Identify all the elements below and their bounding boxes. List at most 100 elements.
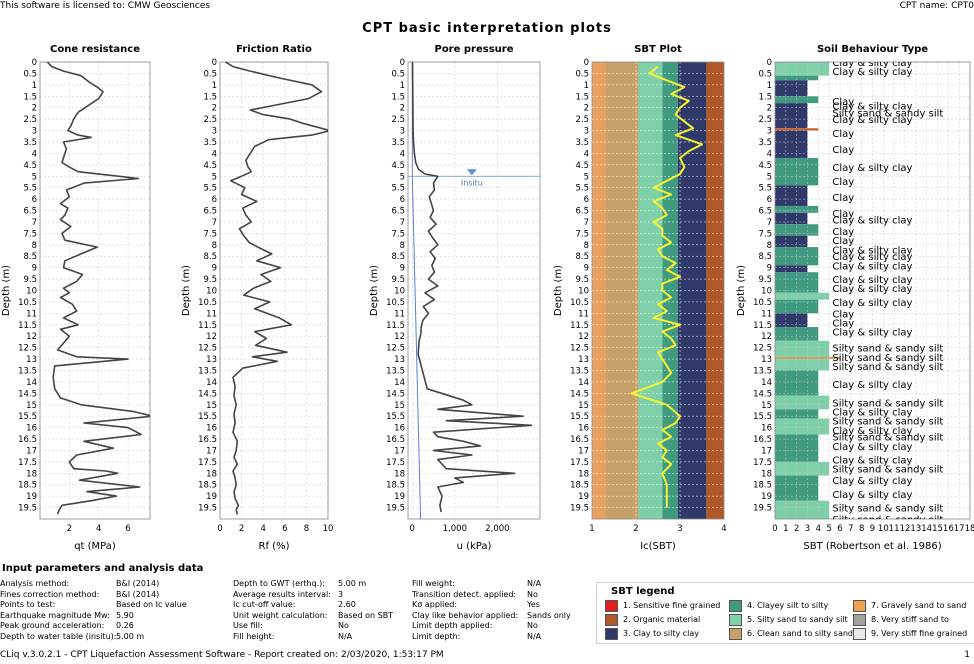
sbt-band [775, 62, 830, 76]
sbt-band [775, 265, 808, 273]
depth-tick-label: 0.5 [758, 69, 772, 79]
x-tick-label: 16 [943, 524, 954, 534]
depth-tick-label: 8 [212, 241, 217, 251]
legend-swatch [605, 600, 618, 612]
depth-tick-label: 1.5 [575, 92, 589, 102]
depth-tick-label: 11 [206, 309, 217, 319]
sbt-label: Clay & silty clay [832, 216, 912, 227]
x-tick-label: 2 [633, 524, 638, 534]
depth-tick-label: 5 [767, 172, 772, 182]
depth-tick-label: 17.5 [18, 458, 37, 468]
sbt-label: Clay & silty clay [832, 58, 912, 69]
param-value: 5.00 m [116, 631, 145, 641]
plot-frame [407, 61, 541, 520]
depth-tick-label: 10.5 [753, 298, 772, 308]
sbt-label: Clay [832, 236, 854, 247]
sbt-band [775, 500, 830, 519]
legend-swatch [729, 614, 742, 626]
sbt-label: Clay & silty clay [832, 380, 912, 391]
chart-4: 00.511.522.533.544.555.566.577.588.599.5… [736, 44, 974, 552]
depth-tick-label: 9 [32, 264, 37, 274]
depth-tick-label: 13 [578, 355, 589, 365]
depth-tick-label: 2.5 [203, 115, 217, 125]
x-axis-label: Rf (%) [259, 541, 290, 552]
chart-title: Friction Ratio [236, 44, 312, 55]
sbt-band [775, 409, 819, 419]
depth-tick-label: 12 [761, 332, 772, 342]
x-tick-label: 10 [323, 524, 334, 534]
x-tick-label: 15 [932, 524, 943, 534]
x-tick-label: 8 [859, 524, 864, 534]
depth-tick-label: 12.5 [753, 344, 772, 354]
depth-tick-label: 16.5 [18, 435, 37, 445]
y-axis-label: Depth (m) [553, 265, 564, 316]
sbt-band [775, 157, 819, 174]
x-tick-label: 10 [878, 524, 889, 534]
depth-tick-label: 8.5 [203, 252, 217, 262]
depth-tick-label: 19 [26, 492, 37, 502]
depth-tick-label: 7.5 [758, 229, 772, 239]
depth-tick-label: 4.5 [575, 161, 589, 171]
depth-tick-label: 19.5 [198, 504, 217, 514]
sbt-label: Clay [832, 193, 854, 204]
depth-tick-label: 11 [26, 309, 37, 319]
depth-tick-label: 15 [761, 401, 772, 411]
depth-tick-label: 19.5 [18, 504, 37, 514]
depth-tick-label: 19 [578, 492, 589, 502]
depth-tick-label: 19 [394, 492, 405, 502]
depth-tick-label: 4.5 [391, 161, 405, 171]
depth-tick-label: 7 [584, 218, 589, 228]
sbt-band [775, 313, 808, 328]
x-tick-label: 3 [677, 524, 682, 534]
chart-3: 00.511.522.533.544.555.566.577.588.599.5… [553, 44, 727, 552]
depth-tick-label: 14.5 [386, 389, 405, 399]
sbt-band [775, 356, 840, 360]
sbt-zone [592, 62, 606, 519]
depth-tick-label: 7.5 [575, 229, 589, 239]
depth-tick-label: 0 [584, 58, 589, 68]
sbt-band [775, 418, 830, 435]
depth-tick-label: 6 [212, 195, 217, 205]
depth-tick-label: 9 [212, 264, 217, 274]
depth-tick-label: 18.5 [18, 481, 37, 491]
sbt-label: Clay & silty clay [832, 328, 912, 339]
sbt-band [775, 224, 819, 236]
depth-tick-label: 7.5 [203, 229, 217, 239]
param-value: No [338, 621, 349, 630]
depth-tick-label: 19 [206, 492, 217, 502]
depth-tick-label: 6.5 [23, 207, 37, 217]
depth-tick-label: 5 [212, 172, 217, 182]
depth-tick-label: 0.5 [391, 69, 405, 79]
depth-tick-label: 5 [584, 172, 589, 182]
depth-tick-label: 13.5 [386, 366, 405, 376]
sbt-label: Clay [832, 318, 854, 329]
legend-label: 9. Very stiff fine grained [871, 629, 968, 638]
depth-tick-label: 11.5 [198, 321, 217, 331]
depth-tick-label: 0.5 [23, 69, 37, 79]
depth-tick-label: 2.5 [758, 115, 772, 125]
depth-tick-label: 7 [212, 218, 217, 228]
depth-tick-label: 9 [584, 264, 589, 274]
depth-tick-label: 8.5 [758, 252, 772, 262]
sbt-label: Clay [832, 97, 854, 108]
param-label: Limit depth: [412, 631, 461, 641]
param-label: Fill weight: [412, 579, 455, 588]
param-value: N/A [527, 579, 542, 588]
plot-frame [39, 61, 151, 520]
depth-tick-label: 4 [584, 149, 589, 159]
param-label: Limit depth applied: [412, 621, 493, 630]
chart-title: Pore pressure [434, 44, 513, 55]
depth-tick-label: 17.5 [753, 458, 772, 468]
depth-tick-label: 10 [206, 287, 217, 297]
depth-tick-label: 3.5 [575, 138, 589, 148]
depth-tick-label: 15 [578, 401, 589, 411]
param-label: Points to test: [0, 600, 56, 609]
sbt-label: Clay [832, 227, 854, 238]
param-label: Peak ground acceleration: [0, 621, 105, 630]
depth-tick-label: 19.5 [753, 504, 772, 514]
depth-tick-label: 12.5 [570, 344, 589, 354]
depth-tick-label: 13 [394, 355, 405, 365]
depth-tick-label: 16 [761, 424, 772, 434]
depth-tick-label: 10.5 [386, 298, 405, 308]
depth-tick-label: 18.5 [753, 481, 772, 491]
